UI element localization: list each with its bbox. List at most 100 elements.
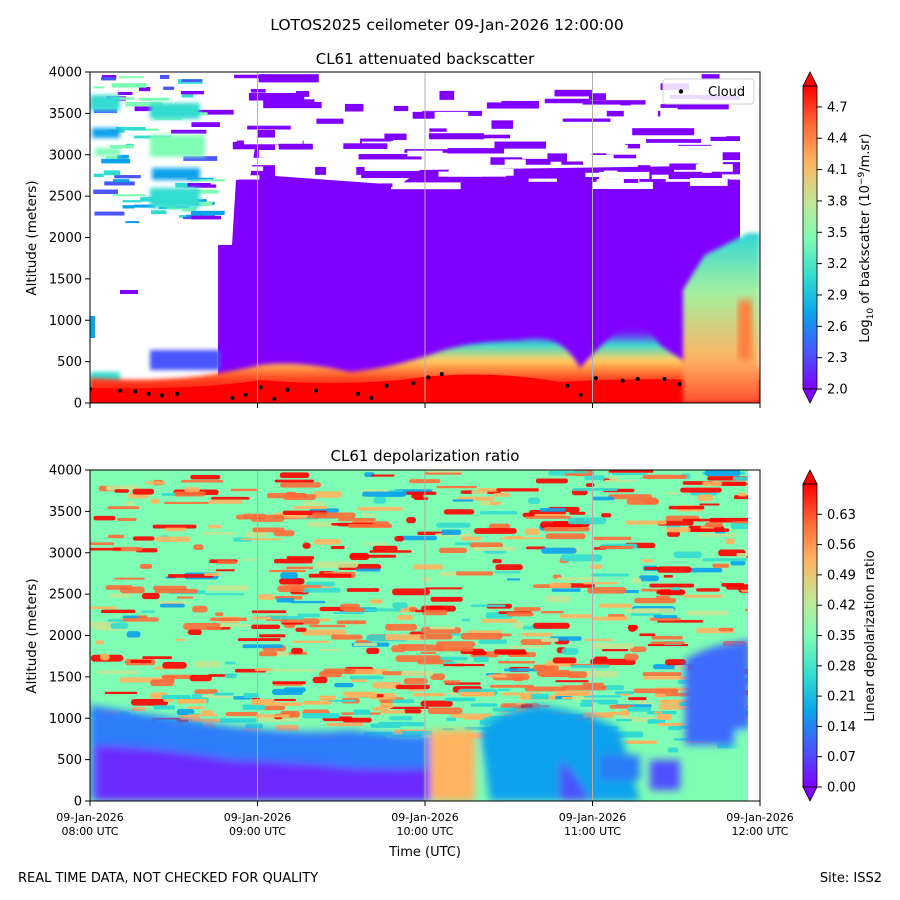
depol-streak bbox=[107, 534, 125, 539]
depol-streak bbox=[444, 697, 476, 702]
echo-streak bbox=[101, 158, 131, 164]
depol-streak bbox=[430, 596, 463, 602]
echo-streak bbox=[556, 175, 569, 184]
cloud-legend: Cloud bbox=[662, 78, 755, 105]
depol-streak bbox=[334, 683, 354, 688]
depol-streak bbox=[667, 726, 682, 731]
colorbar-tick-label: 3.8 bbox=[827, 194, 848, 209]
echo-streak bbox=[183, 216, 193, 220]
echo-streak bbox=[672, 145, 741, 151]
echo-streak bbox=[584, 105, 638, 111]
echo-streak bbox=[180, 90, 204, 95]
echo-streak bbox=[447, 148, 504, 154]
depol-streak bbox=[346, 588, 380, 592]
colorbar-tick-label: 0.00 bbox=[827, 781, 856, 796]
depol-streak bbox=[391, 645, 406, 653]
depol-streak bbox=[219, 718, 257, 723]
depol-streak bbox=[667, 747, 679, 753]
echo-streak bbox=[103, 170, 121, 176]
depol-streak bbox=[380, 710, 406, 714]
depol-streak bbox=[493, 649, 526, 655]
depol-streak bbox=[488, 523, 511, 530]
depol-streak bbox=[333, 612, 365, 615]
depol-streak bbox=[271, 688, 304, 695]
depol-streak bbox=[506, 578, 521, 581]
depol-streak bbox=[455, 571, 494, 576]
depol-streak bbox=[291, 640, 330, 644]
depol-streak bbox=[371, 474, 395, 477]
echo-streak bbox=[459, 92, 510, 99]
echo-streak bbox=[118, 76, 144, 79]
y-tick-label: 500 bbox=[57, 355, 82, 370]
depol-streak bbox=[150, 498, 160, 504]
depol-streak bbox=[339, 603, 361, 611]
y-tick-label: 3500 bbox=[49, 505, 82, 520]
echo-streak bbox=[489, 149, 556, 156]
echo-streak bbox=[125, 221, 140, 224]
backscatter-panel: CL61 attenuated backscatter bbox=[24, 50, 876, 412]
depol-streak bbox=[142, 656, 173, 659]
echo-streak bbox=[632, 128, 695, 136]
depol-streak bbox=[472, 546, 516, 551]
depol-streak bbox=[194, 689, 218, 694]
echo-streak bbox=[614, 83, 642, 90]
depol-streak bbox=[647, 719, 666, 724]
depol-streak bbox=[408, 689, 426, 692]
echo-streak bbox=[550, 154, 614, 162]
echo-streak bbox=[318, 82, 346, 90]
cloud-base-point bbox=[175, 391, 180, 396]
depol-streak bbox=[591, 643, 635, 649]
echo-streak bbox=[248, 92, 305, 101]
depol-streak bbox=[644, 566, 661, 570]
depol-streak bbox=[591, 616, 629, 621]
depol-streak bbox=[526, 546, 546, 550]
echo-streak bbox=[599, 171, 650, 179]
time-axis-label: Time (UTC) bbox=[388, 845, 461, 860]
depol-streak bbox=[230, 488, 258, 492]
echo-streak bbox=[460, 134, 511, 139]
echo-streak bbox=[297, 126, 339, 130]
echo-streak bbox=[429, 128, 447, 132]
depol-streak bbox=[389, 706, 429, 710]
cloud-base-point bbox=[146, 391, 151, 396]
y-tick-label: 3000 bbox=[49, 546, 82, 561]
y-tick-label: 2500 bbox=[49, 190, 82, 205]
depol-streak bbox=[110, 622, 129, 629]
depol-streak bbox=[531, 693, 549, 700]
y-tick-label: 1000 bbox=[49, 712, 82, 727]
echo-streak bbox=[552, 125, 612, 133]
depol-streak bbox=[653, 615, 678, 619]
depol-streak bbox=[506, 612, 534, 617]
depol-streak bbox=[286, 556, 315, 560]
depol-streak bbox=[552, 657, 577, 664]
depol-streak bbox=[215, 569, 235, 572]
depol-streak bbox=[494, 571, 521, 574]
x-tick-label-date: 09-Jan-2026 bbox=[56, 811, 124, 824]
cloud-base-point bbox=[258, 385, 263, 390]
depol-streak bbox=[357, 506, 403, 511]
echo-streak bbox=[151, 210, 167, 215]
depol-streak bbox=[174, 638, 186, 641]
echo-streak bbox=[175, 182, 194, 188]
echo-streak bbox=[702, 171, 760, 180]
depol-streak bbox=[338, 517, 376, 522]
echo-streak bbox=[198, 201, 213, 207]
depol-streak bbox=[268, 702, 302, 706]
depol-streak bbox=[458, 691, 495, 697]
depolarization-ylabel: Altitude (meters) bbox=[24, 578, 40, 693]
echo-streak bbox=[637, 165, 651, 170]
depol-streak bbox=[131, 707, 146, 712]
echo-streak bbox=[668, 172, 723, 180]
x-tick-label-date: 09-Jan-2026 bbox=[391, 811, 459, 824]
depol-streak bbox=[176, 596, 194, 599]
echo-streak bbox=[454, 88, 515, 92]
echo-streak bbox=[182, 208, 196, 212]
cloud-base-point bbox=[677, 381, 682, 386]
depol-streak bbox=[704, 522, 723, 528]
echo-streak bbox=[701, 74, 720, 80]
depol-streak bbox=[395, 684, 430, 690]
depol-streak bbox=[391, 588, 431, 596]
depolarization-colorbar-label: Linear depolarization ratio bbox=[863, 550, 878, 721]
depol-streak bbox=[470, 703, 498, 707]
depol-streak bbox=[533, 622, 570, 629]
